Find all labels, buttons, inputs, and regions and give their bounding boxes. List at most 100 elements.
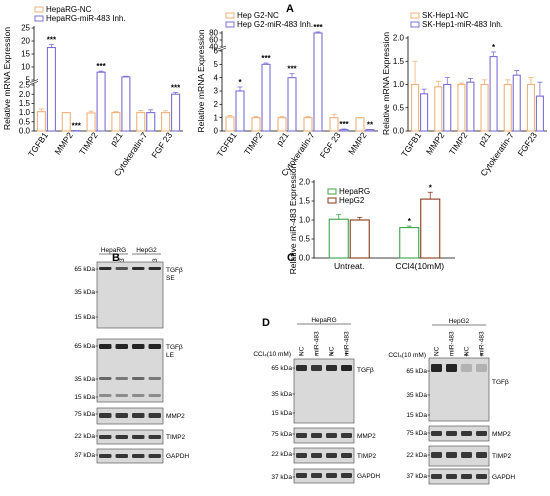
chart2-legend-label: SK-Hep1-NC [422,11,469,20]
blot-b-band [115,377,128,380]
chart3-legend-label: HepaRG [339,187,370,196]
chart1-y-tick-label: 0 [214,127,219,136]
blot-d-right-marker-label: 75 kDa [406,430,427,437]
blot-d-left-treatment-mark: - [315,351,317,358]
chart1-legend-swatch [225,21,235,28]
blot-b-strip [96,261,164,329]
chart0-x-tick-label: TIMP2 [77,130,100,157]
chart3-legend-swatch [327,188,337,195]
blot-b-band [148,454,161,458]
chart0-y-tick-label: 0.5 [19,117,31,126]
chart2-bar [503,83,512,132]
chart2-bar [434,86,443,132]
blot-d-left-marker-label: 15 kDa [271,410,292,417]
blot-d-right-protein-label: TIMP2 [492,453,512,460]
blot-b-protein-label: GAPDH [166,453,189,460]
chart3-y-axis-label: Relative miR-483 Expression [288,163,298,274]
chart2-bar [480,83,489,132]
blot-b-marker-label: 22 kDa [74,433,95,440]
blot-b-band [115,454,128,458]
blot-d-left-lane-label: NC [299,346,306,356]
blot-b-band [148,413,161,418]
chart1-x-tick-label: p21 [274,130,291,148]
chart3-x-tick-label: CCl4(10mM) [395,261,444,271]
blot-d-left-band [326,453,337,458]
blot-d-left-treatment-mark: + [330,351,334,358]
blot-b-marker-label: 15 kDa [74,394,95,401]
chart0-axis-break [29,79,39,83]
blot-d-left-band [326,473,337,478]
chart2-y-axis-label: Relative mRNA Expression [381,32,391,135]
chart1-x-tick-label: MMP2 [346,130,369,156]
chart2-significance-mark: * [492,43,496,52]
blot-d-right-treatment-label: CCl₄(10 mM) [388,352,426,359]
chart0-y-tick-label: 1.5 [19,99,31,108]
blot-d-right-title: HepG2 [449,318,470,325]
chart1-significance-mark: *** [261,54,271,63]
chart2-y-tick-label: 2.0 [393,34,405,43]
chart2-bar [466,81,475,132]
chart1-bar [329,117,339,132]
blot-b-marker-label: 75 kDa [74,411,95,418]
chart0-bar [136,112,146,132]
blot-d-right-band [431,364,442,372]
chart1-y-tick-label: 6 [214,47,219,56]
chart0-significance-mark: *** [72,122,82,131]
blot-b-protein-label: MMP2 [166,413,185,420]
blot-d-left-lane-label: miR-483 [314,331,321,356]
blot-d-left-band [311,365,322,371]
chart3-legend-swatch [327,197,337,204]
chart2-bar [535,95,544,132]
panel-label-d: D [262,317,270,329]
blot-d-left-band [296,473,307,478]
chart1-x-tick-label: TIMP2 [242,130,265,157]
chart1-bar [355,117,365,132]
blot-d-right-lane-label: NC [434,346,441,356]
blot-d-left-treatment-mark: + [345,351,349,358]
blot-b-band [132,435,145,439]
chart3-y-tick-label: 0.0 [299,254,311,263]
blot-d-left-treatment-label: CCl₄(10 mM) [253,351,291,358]
blot-d-right-treatment-mark: + [465,352,469,359]
blot-d-right-band [476,364,487,372]
chart0-legend-label: HepaRG-miR-483 Inh. [46,14,126,23]
blot-d-left-lane-label: NC [329,346,336,356]
chart0-y-tick-label: 15 [21,50,30,59]
blot-d-left-title: HepaRG [311,317,336,324]
blot-d-right-band [461,474,472,479]
blot-b-band [148,435,161,439]
chart1-y-tick-label: 4 [214,73,219,82]
blot-d-left-band [311,433,322,438]
chart3-y-tick-label: 2.0 [299,178,311,187]
blot-b-protein-label: TIMP2 [166,434,186,441]
chart1-y-tick-label: 80 [209,29,218,38]
chart0-legend-swatch [34,6,44,13]
panel-label-a: A [286,3,294,15]
blot-d-right-marker-label: 35 kDa [406,392,427,399]
chart2-x-tick-label: FGF23 [516,130,540,158]
chart0-bar [171,93,181,132]
chart1-bar [225,116,235,132]
blot-d-left-protein-label: TGFβ [357,367,374,374]
blot-d-left-marker-label: 65 kDa [271,365,292,372]
chart0-bar [96,71,106,132]
blot-d-left-strip [293,427,355,444]
chart3-legend-label: HepG2 [339,196,365,205]
blot-d-left-band [341,453,352,458]
blot-b-band [99,435,112,439]
chart1-x-tick-label: TGFB1 [215,130,239,159]
chart0-bar [121,76,131,132]
chart1-axis-break [217,45,227,50]
chart1-bar [235,90,245,132]
blot-b-marker-label: 65 kDa [74,266,95,273]
blot-b-band [99,267,112,270]
blot-b-strip [96,407,164,425]
panel-label-c: C [287,252,295,264]
blot-b-marker-label: 15 kDa [74,314,95,321]
chart0-significance-mark: *** [47,35,57,44]
blot-b-band [99,344,112,349]
blot-b-marker-label: 35 kDa [74,376,95,383]
chart0-x-tick-label: p21 [108,130,125,148]
blot-b-band [148,394,161,397]
chart1-significance-mark: ** [367,120,374,129]
